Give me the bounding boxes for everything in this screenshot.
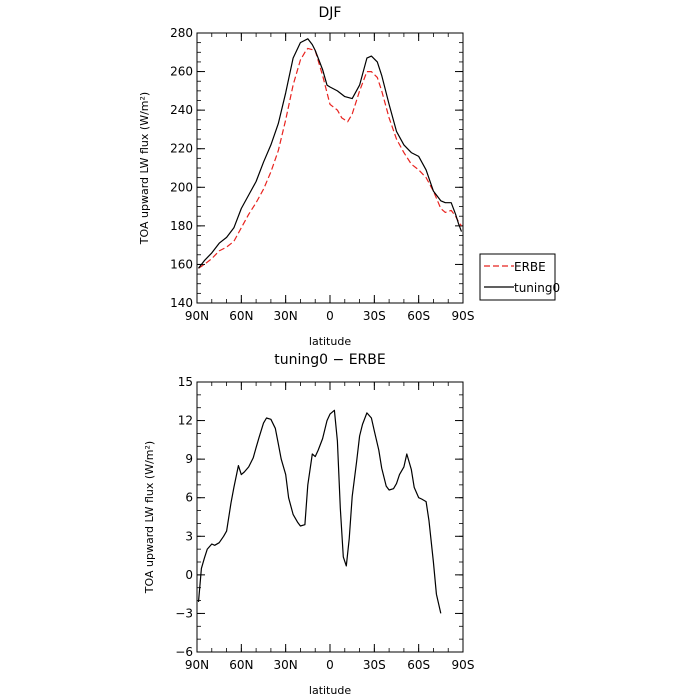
- series-lines: [197, 409, 442, 614]
- x-tick-label: 60S: [407, 309, 430, 323]
- x-tick-label: 30N: [274, 658, 298, 672]
- x-tick-label: 30S: [363, 658, 386, 672]
- x-tick-label: 90N: [185, 309, 209, 323]
- y-tick-label: 3: [185, 529, 193, 543]
- series-line-tuning0: [198, 38, 463, 269]
- y-tick-label: 6: [185, 491, 193, 505]
- plot-frame: [196, 32, 464, 304]
- x-tick-label: 60S: [407, 658, 430, 672]
- series-line-difference: [197, 409, 442, 614]
- x-tick-label: 90S: [452, 309, 475, 323]
- y-tick-label: −3: [175, 606, 193, 620]
- legend-label-tuning0: tuning0: [514, 281, 560, 295]
- x-tick-label: 0: [326, 658, 334, 672]
- x-tick-label: 60N: [229, 309, 253, 323]
- panel-difference: tuning0 − ERBE 90N 60N 30N 0 30S 60S 90S −6 −3 0 3…: [143, 352, 474, 697]
- y-tick-label: 200: [170, 180, 193, 194]
- x-tick-label: 30S: [363, 309, 386, 323]
- series-lines: [198, 38, 463, 269]
- axis-ticks: 90N 60N 30N 0 30S 60S 90S −6 −3 0 3 6 9 12 15: [175, 375, 474, 672]
- plot-frame: [196, 381, 464, 653]
- legend: ERBE tuning0: [479, 253, 560, 301]
- x-tick-label: 90N: [185, 658, 209, 672]
- y-tick-label: 12: [178, 414, 193, 428]
- x-axis-label: latitude: [309, 335, 351, 348]
- y-tick-label: 180: [170, 219, 193, 233]
- y-tick-label: 160: [170, 257, 193, 271]
- y-tick-label: 220: [170, 142, 193, 156]
- x-tick-label: 60N: [229, 658, 253, 672]
- legend-label-erbe: ERBE: [514, 260, 546, 274]
- x-tick-label: 30N: [274, 309, 298, 323]
- y-axis-label: TOA upward LW flux (W/m²): [138, 92, 151, 245]
- y-axis-label: TOA upward LW flux (W/m²): [143, 441, 156, 594]
- legend-box: [479, 253, 556, 301]
- x-tick-label: 0: [326, 309, 334, 323]
- series-line-erbe: [198, 47, 462, 269]
- y-tick-label: 240: [170, 103, 193, 117]
- y-tick-label: 140: [170, 296, 193, 310]
- axis-ticks: 90N 60N 30N 0 30S 60S 90S 140 160 180 200 220 240 260…: [170, 26, 474, 323]
- y-tick-label: −6: [175, 645, 193, 659]
- x-tick-label: 90S: [452, 658, 475, 672]
- y-tick-label: 9: [185, 452, 193, 466]
- chart-title: DJF: [319, 5, 342, 21]
- y-tick-label: 15: [178, 375, 193, 389]
- panel-djf: DJF 90N 60N 30N 0 30S 60S 90S 140 160 180 200 220 24…: [138, 5, 560, 348]
- y-tick-label: 280: [170, 26, 193, 40]
- y-tick-label: 260: [170, 65, 193, 79]
- y-tick-label: 0: [185, 568, 193, 582]
- chart-title: tuning0 − ERBE: [274, 352, 385, 368]
- x-axis-label: latitude: [309, 684, 351, 697]
